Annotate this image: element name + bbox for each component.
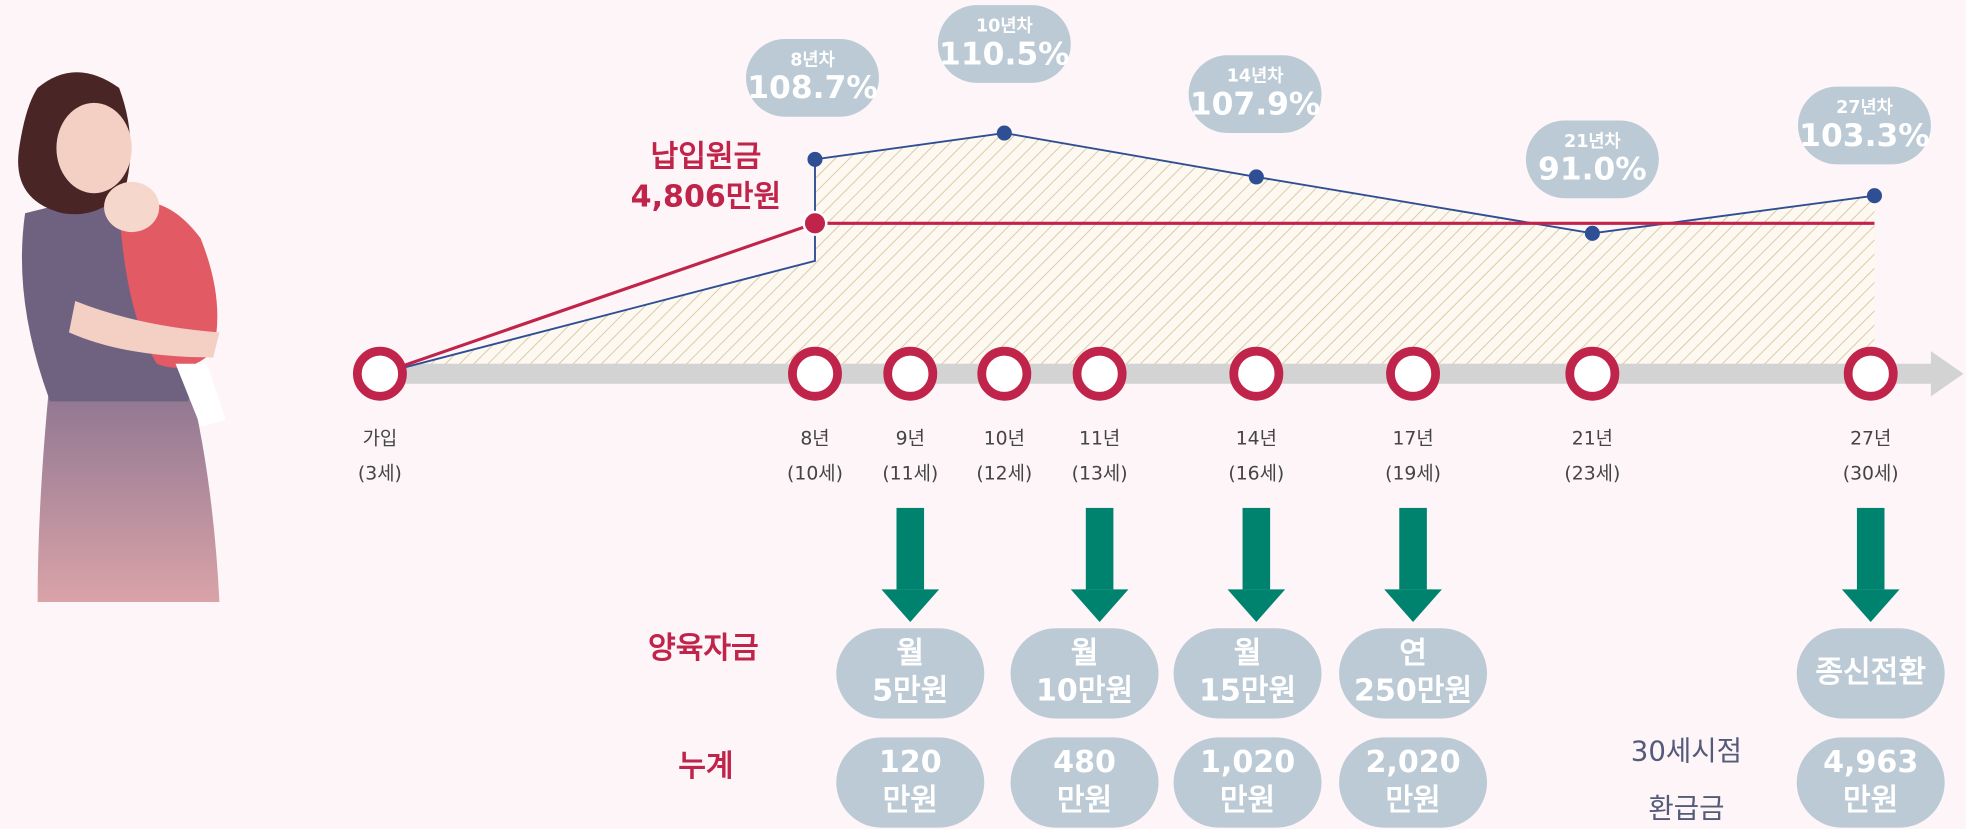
milestone-age: (30세): [1843, 463, 1899, 485]
rate-dot: [1584, 225, 1600, 241]
rate-year: 27년차: [1836, 98, 1893, 118]
rate-bubble: [1525, 120, 1659, 199]
milestone-ring: [352, 346, 407, 401]
allowance-pill: [1339, 628, 1488, 719]
milestone-label: 11년: [1079, 427, 1120, 449]
allowance-pill: [836, 628, 985, 719]
rate-value: 107.9%: [1190, 86, 1320, 122]
allowance-text: 연: [1399, 636, 1427, 671]
cumulative-text: 만원: [883, 783, 938, 818]
down-arrow-shaft: [1085, 507, 1114, 590]
cumulative-pill: [1796, 737, 1945, 828]
cumulative-text: 480: [1053, 745, 1116, 780]
milestone-label: 27년: [1850, 427, 1891, 449]
allowance-pill: [1796, 628, 1945, 719]
milestone-age: (13세): [1072, 463, 1128, 485]
cumulative-text: 만원: [1385, 783, 1440, 818]
milestone-label: 8년: [800, 427, 829, 449]
milestone-label: 17년: [1392, 427, 1433, 449]
allowance-text: 월: [896, 636, 924, 671]
milestone-ring: [1229, 346, 1284, 401]
rate-bubble: [1188, 55, 1322, 134]
cumulative-text: 4,963: [1823, 745, 1918, 780]
rate-value: 110.5%: [939, 36, 1069, 72]
principal-amount: 4,806만원: [631, 180, 781, 215]
milestone-ring: [1843, 346, 1898, 401]
down-arrow-head: [1227, 589, 1286, 623]
cumulative-text: 120: [879, 745, 942, 780]
allowance-text: 15만원: [1199, 674, 1296, 709]
milestone-label: 9년: [896, 427, 925, 449]
cumulative-text: 만원: [1220, 783, 1275, 818]
rate-year: 21년차: [1564, 132, 1621, 152]
rate-bubble: [746, 38, 879, 117]
cumulative-pill: [1173, 737, 1322, 828]
timeline-bar: [379, 363, 1935, 384]
down-arrow-head: [1841, 589, 1900, 623]
milestone-ring: [1565, 346, 1620, 401]
rate-year: 14년차: [1227, 67, 1284, 87]
down-arrow-head: [1070, 589, 1129, 623]
milestone-age: (10세): [787, 463, 843, 485]
rate-value: 103.3%: [1799, 118, 1929, 154]
rate-year: 8년차: [790, 50, 834, 70]
rate-dot: [1866, 188, 1882, 204]
rate-value: 91.0%: [1538, 152, 1647, 188]
principal-label: 납입원금: [651, 140, 762, 175]
cumulative-label: 누계: [678, 749, 733, 784]
milestone-age: (16세): [1228, 463, 1284, 485]
down-arrow-shaft: [1242, 507, 1271, 590]
milestone-ring: [1386, 346, 1441, 401]
milestone-age: (23세): [1564, 463, 1620, 485]
cumulative-text: 만원: [1843, 783, 1898, 818]
milestone-age: (3세): [358, 463, 402, 485]
allowance-text: 종신전환: [1815, 655, 1926, 690]
allowance-text: 월: [1071, 636, 1099, 671]
milestone-ring: [1072, 346, 1127, 401]
cumulative-pill: [836, 737, 985, 828]
down-arrow-shaft: [896, 507, 925, 590]
allowance-pill: [1010, 628, 1159, 719]
refund-label: 환급금: [1648, 792, 1724, 825]
allowance-text: 10만원: [1036, 674, 1133, 709]
principal-dot: [802, 210, 828, 236]
rate-dot: [1248, 169, 1264, 185]
allowance-pill: [1173, 628, 1322, 719]
cumulative-text: 2,020: [1365, 745, 1460, 780]
milestone-age: (12세): [976, 463, 1032, 485]
milestone-age: (19세): [1385, 463, 1441, 485]
allowance-text: 250만원: [1354, 674, 1472, 709]
cumulative-text: 만원: [1057, 783, 1112, 818]
milestone-ring: [883, 346, 938, 401]
allowance-text: 5만원: [872, 674, 948, 709]
rate-bubble: [937, 5, 1071, 83]
milestone-ring: [788, 346, 842, 401]
milestone-age: (11세): [882, 463, 938, 485]
milestone-label: 14년: [1236, 427, 1277, 449]
rate-value: 108.7%: [747, 70, 877, 106]
milestone-ring: [977, 346, 1032, 401]
down-arrow-head: [881, 589, 940, 623]
milestone-label: 10년: [984, 427, 1025, 449]
rate-dot: [807, 151, 823, 167]
down-arrow-head: [1384, 589, 1442, 623]
cumulative-pill: [1339, 737, 1488, 828]
allowance-label: 양육자금: [648, 631, 759, 666]
down-arrow-shaft: [1856, 507, 1885, 590]
refund-label: 30세시점: [1631, 734, 1742, 767]
illustration: [18, 72, 226, 602]
milestone-label: 가입: [363, 427, 398, 449]
return-area: [379, 133, 1875, 374]
rate-dot: [996, 125, 1012, 141]
down-arrow-shaft: [1399, 507, 1427, 590]
cumulative-text: 1,020: [1200, 745, 1295, 780]
milestone-label: 21년: [1572, 427, 1613, 449]
timeline-arrowhead: [1930, 351, 1964, 397]
rate-bubble: [1797, 86, 1931, 165]
cumulative-pill: [1010, 737, 1159, 828]
rate-year: 10년차: [976, 16, 1033, 36]
allowance-text: 월: [1234, 636, 1262, 671]
